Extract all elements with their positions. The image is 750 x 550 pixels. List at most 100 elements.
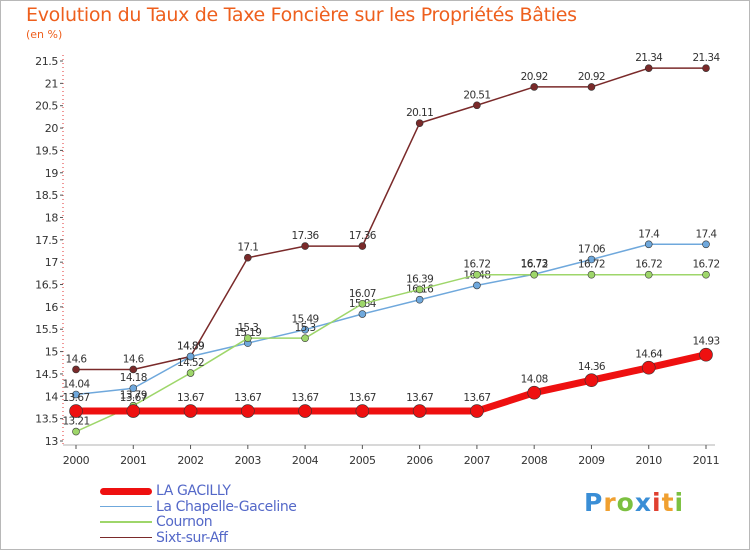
logo-letter: t xyxy=(661,488,675,517)
data-point xyxy=(186,352,195,361)
y-tick-label: 20 xyxy=(45,122,59,135)
data-point xyxy=(584,373,599,388)
data-label: 21.34 xyxy=(635,52,663,64)
data-point xyxy=(241,404,255,418)
data-label: 16.07 xyxy=(349,288,376,300)
data-point xyxy=(702,240,710,249)
logo-letter: i xyxy=(652,488,662,517)
legend-label: LA GACILLY xyxy=(156,483,231,499)
data-label: 20.92 xyxy=(521,71,548,83)
data-point xyxy=(301,325,309,334)
data-label: 16.73 xyxy=(521,258,548,270)
data-point xyxy=(183,404,198,418)
data-point xyxy=(702,64,710,72)
data-label: 17.4 xyxy=(638,228,660,240)
data-label: 15.3 xyxy=(295,322,316,334)
data-point xyxy=(473,101,481,110)
data-point xyxy=(473,270,481,279)
data-label: 13.67 xyxy=(62,392,89,404)
data-point xyxy=(641,360,656,375)
y-tick-label: 14 xyxy=(45,390,59,403)
data-label: 16.72 xyxy=(692,259,719,271)
data-label: 14.89 xyxy=(177,341,204,353)
data-point xyxy=(473,281,481,290)
data-label: 14.93 xyxy=(692,336,719,348)
data-point xyxy=(415,119,424,127)
x-tick-label: 2011 xyxy=(693,454,719,467)
y-tick-label: 14.5 xyxy=(35,368,58,381)
data-label: 15.19 xyxy=(234,327,261,339)
logo-letter: i xyxy=(674,488,685,517)
x-tick-label: 2009 xyxy=(578,454,605,467)
data-label: 17.36 xyxy=(349,230,377,242)
y-tick-label: 19.5 xyxy=(35,144,58,157)
data-point xyxy=(702,270,710,279)
data-point xyxy=(298,404,312,418)
data-point xyxy=(129,365,138,374)
data-label: 14.36 xyxy=(578,361,606,373)
data-label: 14.64 xyxy=(635,349,663,361)
data-point xyxy=(527,385,541,400)
legend-swatch xyxy=(100,487,152,495)
y-tick-label: 15 xyxy=(45,346,59,359)
data-label: 17.06 xyxy=(578,243,606,255)
chart-subtitle: (en %) xyxy=(26,28,63,41)
chart-title: Evolution du Taux de Taxe Foncière sur l… xyxy=(26,4,577,26)
data-point xyxy=(699,347,713,362)
data-label: 17.1 xyxy=(237,242,258,254)
y-tick-label: 15.5 xyxy=(35,323,58,336)
x-tick-label: 2002 xyxy=(177,454,203,467)
data-label: 16.72 xyxy=(463,259,490,271)
data-point xyxy=(69,404,83,418)
data-point xyxy=(72,365,80,374)
data-point xyxy=(244,334,252,342)
data-label: 17.4 xyxy=(696,228,718,240)
data-point xyxy=(72,390,80,399)
data-point xyxy=(126,404,141,418)
data-point xyxy=(358,242,367,250)
data-label: 16.39 xyxy=(406,273,433,285)
data-label: 13.79 xyxy=(120,390,147,402)
data-label: 13.67 xyxy=(349,392,376,404)
y-tick-label: 18 xyxy=(45,211,59,224)
data-label: 20.92 xyxy=(578,71,605,83)
x-tick-label: 2005 xyxy=(349,454,376,467)
data-point xyxy=(186,369,195,377)
y-tick-label: 13 xyxy=(45,435,59,448)
data-point xyxy=(644,64,653,72)
data-point xyxy=(587,83,596,91)
x-tick-label: 2000 xyxy=(63,454,90,467)
data-label: 13.21 xyxy=(62,416,89,428)
x-tick-label: 2008 xyxy=(521,454,548,467)
y-tick-label: 21 xyxy=(45,77,58,90)
data-label: 13.67 xyxy=(463,392,490,404)
data-point xyxy=(587,270,596,279)
data-point xyxy=(301,242,309,250)
x-tick-label: 2001 xyxy=(120,454,146,467)
series-line xyxy=(75,273,707,433)
data-label: 17.36 xyxy=(292,230,320,242)
y-tick-label: 20.5 xyxy=(35,100,58,113)
data-label: 13.67 xyxy=(177,392,204,404)
y-tick-label: 18.5 xyxy=(35,189,58,202)
data-point xyxy=(412,404,427,418)
logo-letter: x xyxy=(634,488,652,517)
data-label: 14.89 xyxy=(177,341,204,353)
data-point xyxy=(644,240,653,249)
y-tick-label: 17.5 xyxy=(35,234,58,247)
data-point xyxy=(129,384,138,393)
y-tick-label: 17 xyxy=(45,256,59,269)
data-point xyxy=(470,404,484,418)
x-tick-label: 2010 xyxy=(636,454,663,467)
y-tick-label: 19 xyxy=(45,167,59,180)
data-point xyxy=(644,270,653,279)
legend-label: Sixt-sur-Aff xyxy=(156,529,228,546)
y-tick-label: 16.5 xyxy=(35,279,58,292)
data-label: 20.11 xyxy=(406,107,433,119)
logo-letter: o xyxy=(616,488,635,517)
y-tick-label: 13.5 xyxy=(35,413,58,426)
data-point xyxy=(415,285,424,294)
legend-label: La Chapelle-Gaceline xyxy=(156,498,297,515)
data-point xyxy=(587,255,596,264)
